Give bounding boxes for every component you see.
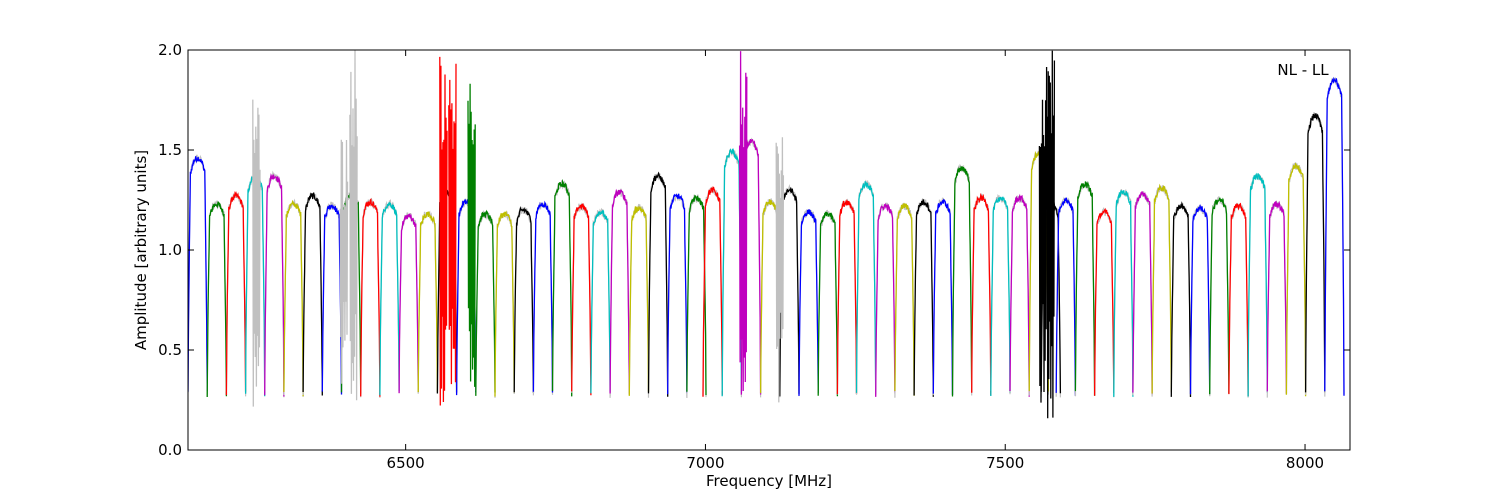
rfi-spike-6 — [738, 51, 748, 392]
band-trace-41 — [971, 192, 992, 396]
band-trace-34 — [836, 198, 858, 395]
band-trace-43 — [1009, 193, 1030, 397]
band-trace-42 — [990, 196, 1011, 397]
band-trace-18 — [532, 200, 554, 393]
rfi-spike-9 — [1046, 50, 1056, 419]
band-trace-0 — [188, 156, 208, 392]
band-trace-51 — [1151, 183, 1172, 394]
rfi-spike-2 — [339, 139, 349, 384]
band-trace-17 — [513, 206, 535, 393]
band-trace-5 — [283, 199, 304, 397]
rfi-spike-4 — [448, 63, 457, 385]
band-trace-59 — [1304, 112, 1326, 393]
axis-ticks: 6500 7000 7500 8000 0.0 0.5 1.0 1.5 2.0 — [158, 41, 1350, 472]
rfi-spike-1 — [349, 50, 358, 401]
x-axis-label: Frequency [MHz] — [706, 472, 832, 490]
x-tick-label: 8000 — [1286, 454, 1324, 472]
band-trace-10 — [379, 201, 400, 396]
band-trace-54 — [1209, 197, 1230, 395]
band-trace-33 — [817, 211, 839, 397]
band-trace-37 — [894, 203, 915, 396]
band-trace-7 — [321, 204, 343, 395]
band-trace-38 — [913, 199, 934, 397]
x-tick-label: 6500 — [387, 454, 425, 472]
band-trace-6 — [302, 191, 323, 396]
band-trace-40 — [951, 165, 973, 397]
band-trace-21 — [590, 209, 611, 394]
band-trace-11 — [398, 213, 419, 394]
band-trace-25 — [667, 193, 688, 395]
band-trace-58 — [1285, 163, 1307, 397]
band-trace-4 — [264, 173, 285, 397]
rfi-spike-5 — [467, 83, 476, 387]
band-trace-24 — [647, 171, 669, 397]
band-trace-39 — [932, 198, 954, 395]
band-trace-53 — [1189, 203, 1211, 395]
band-trace-9 — [360, 197, 381, 397]
band-trace-47 — [1074, 181, 1096, 396]
band-trace-2 — [225, 190, 247, 396]
band-trace-19 — [551, 178, 573, 397]
rfi-spike-7 — [775, 137, 785, 403]
band-trace-60 — [1324, 76, 1345, 396]
x-tick-label: 7000 — [686, 454, 724, 472]
band-trace-48 — [1093, 207, 1115, 396]
band-trace-16 — [494, 210, 515, 397]
band-trace-23 — [628, 205, 650, 396]
band-trace-57 — [1266, 200, 1288, 394]
band-trace-55 — [1228, 202, 1249, 397]
y-axis-label: Amplitude [arbitrary units] — [132, 150, 150, 350]
band-trace-27 — [702, 186, 723, 397]
band-trace-35 — [855, 181, 877, 394]
plot-annotation: NL - LL — [1277, 61, 1329, 79]
band-trace-20 — [571, 203, 592, 396]
series-layer — [188, 76, 1345, 399]
rfi-spike-8 — [1038, 66, 1048, 403]
y-tick-label: 1.5 — [158, 141, 182, 159]
band-trace-15 — [475, 209, 496, 396]
band-trace-1 — [206, 201, 228, 398]
band-trace-12 — [417, 211, 439, 393]
band-trace-46 — [1055, 197, 1077, 396]
y-tick-label: 0.0 — [158, 441, 182, 459]
band-trace-22 — [609, 188, 630, 394]
band-trace-28 — [721, 148, 743, 397]
band-trace-26 — [686, 194, 707, 396]
y-tick-label: 2.0 — [158, 41, 182, 59]
rfi-spike-layer — [252, 50, 1056, 419]
band-trace-32 — [798, 209, 819, 396]
band-trace-52 — [1170, 201, 1192, 398]
y-tick-label: 0.5 — [158, 341, 182, 359]
background-trace-21 — [590, 207, 611, 397]
band-trace-50 — [1132, 191, 1153, 395]
band-trace-49 — [1113, 190, 1134, 397]
rfi-spike-3 — [439, 56, 448, 406]
band-trace-56 — [1247, 172, 1268, 397]
y-tick-label: 1.0 — [158, 241, 182, 259]
x-tick-label: 7500 — [986, 454, 1024, 472]
band-trace-36 — [875, 202, 896, 397]
rfi-spike-0 — [252, 99, 261, 407]
